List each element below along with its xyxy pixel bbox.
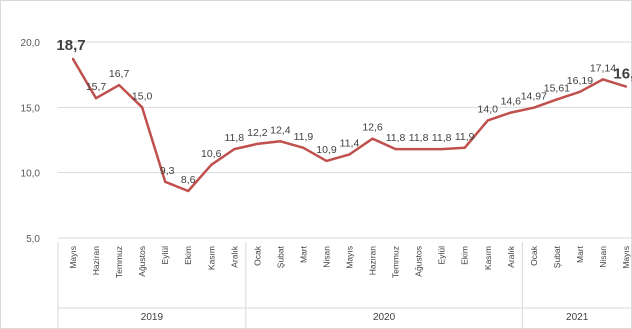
data-label: 12,2 bbox=[247, 127, 268, 139]
data-point bbox=[233, 147, 236, 151]
series-line-layer bbox=[71, 57, 628, 193]
data-label: 15,61 bbox=[544, 82, 570, 94]
data-label: 10,9 bbox=[316, 144, 337, 156]
data-label: 11,9 bbox=[294, 131, 314, 143]
x-tick-label: Nisan bbox=[598, 246, 608, 268]
data-label: 14,0 bbox=[478, 103, 499, 115]
y-tick-label: 20,0 bbox=[21, 38, 41, 49]
data-point bbox=[601, 78, 605, 81]
data-label: 15,7 bbox=[86, 81, 107, 93]
data-label: 16,5 bbox=[613, 66, 632, 83]
data-label: 17,14 bbox=[590, 62, 616, 74]
x-tick-label: Ekim bbox=[183, 246, 193, 265]
axes: 5,0 10,0 15,0 20,0 Mayıs Haziran Temmuz Ağustos… bbox=[21, 38, 632, 329]
data-point bbox=[371, 137, 374, 140]
data-point bbox=[71, 57, 75, 61]
x-tick-label: Şubat bbox=[275, 245, 285, 268]
data-point bbox=[417, 147, 420, 151]
data-point bbox=[624, 85, 628, 88]
x-tick-label: Aralık bbox=[506, 245, 516, 267]
x-tick-label: Mayıs bbox=[621, 246, 631, 269]
data-point bbox=[256, 142, 259, 146]
x-tick-label: Eylül bbox=[160, 246, 170, 265]
data-point bbox=[578, 90, 582, 93]
x-tick-label: Ağustos bbox=[414, 246, 424, 277]
x-tick-label: Kasım bbox=[206, 246, 216, 270]
data-point bbox=[187, 189, 190, 193]
data-label: 11,8 bbox=[432, 132, 452, 144]
data-point bbox=[555, 98, 559, 101]
data-label: 14,97 bbox=[521, 91, 547, 103]
data-label: 12,6 bbox=[362, 122, 383, 134]
year-label: 2019 bbox=[141, 312, 164, 323]
x-tick-label: Aralık bbox=[229, 245, 239, 267]
x-tick-label: Mayıs bbox=[345, 246, 355, 269]
data-label: 10,6 bbox=[201, 148, 222, 160]
x-tick-label: Haziran bbox=[91, 246, 101, 276]
data-point bbox=[279, 140, 282, 143]
x-tick-label: Ocak bbox=[529, 245, 539, 266]
data-label: 18,7 bbox=[56, 37, 85, 54]
x-tick-label: Mart bbox=[298, 245, 308, 263]
data-point bbox=[140, 106, 144, 109]
data-label: 15,0 bbox=[132, 90, 153, 102]
data-point bbox=[163, 180, 167, 184]
data-point bbox=[509, 111, 512, 114]
y-tick-label: 10,0 bbox=[21, 169, 41, 180]
x-tick-label: Temmuz bbox=[114, 246, 124, 278]
x-tick-label: Ocak bbox=[252, 245, 262, 266]
data-point bbox=[532, 106, 536, 109]
year-label: 2020 bbox=[373, 312, 396, 323]
series-line bbox=[71, 58, 627, 193]
x-tick-label: Ekim bbox=[460, 246, 470, 265]
data-label: 11,8 bbox=[409, 132, 429, 144]
data-point bbox=[486, 119, 489, 122]
data-label: 8,6 bbox=[181, 174, 196, 186]
data-point bbox=[210, 163, 213, 167]
x-tick-label: Ağustos bbox=[137, 246, 147, 277]
x-tick-label: Eylül bbox=[437, 246, 447, 265]
x-tick-label: Mart bbox=[575, 245, 585, 263]
y-tick-label: 15,0 bbox=[21, 103, 41, 114]
data-point bbox=[117, 83, 121, 87]
x-tick-label: Nisan bbox=[321, 246, 331, 268]
data-point bbox=[302, 146, 305, 150]
y-tick-label: 5,0 bbox=[26, 234, 40, 245]
data-label: 14,6 bbox=[501, 96, 522, 108]
data-point bbox=[325, 159, 328, 163]
data-point bbox=[440, 147, 443, 151]
data-label: 11,8 bbox=[386, 132, 406, 144]
year-label: 2021 bbox=[566, 312, 589, 323]
data-labels: 18,715,716,715,09,38,610,611,8 12,2 12,411… bbox=[56, 37, 632, 186]
data-label: 9,3 bbox=[160, 165, 175, 177]
data-label: 11,8 bbox=[224, 132, 244, 144]
data-label: 16,7 bbox=[109, 68, 130, 80]
x-tick-label: Şubat bbox=[552, 245, 562, 268]
x-tick-label: Haziran bbox=[368, 246, 378, 276]
data-label: 16,19 bbox=[567, 75, 593, 87]
data-label: 11,4 bbox=[340, 137, 360, 149]
x-tick-label: Kasım bbox=[483, 246, 493, 270]
data-point bbox=[463, 146, 466, 150]
data-point bbox=[94, 96, 98, 100]
data-label: 12,4 bbox=[270, 124, 291, 136]
data-label: 11,9 bbox=[455, 131, 475, 143]
x-tick-label: Mayıs bbox=[68, 246, 78, 269]
x-tick-label: Temmuz bbox=[391, 246, 401, 278]
data-point bbox=[348, 153, 351, 156]
data-point bbox=[394, 147, 397, 151]
